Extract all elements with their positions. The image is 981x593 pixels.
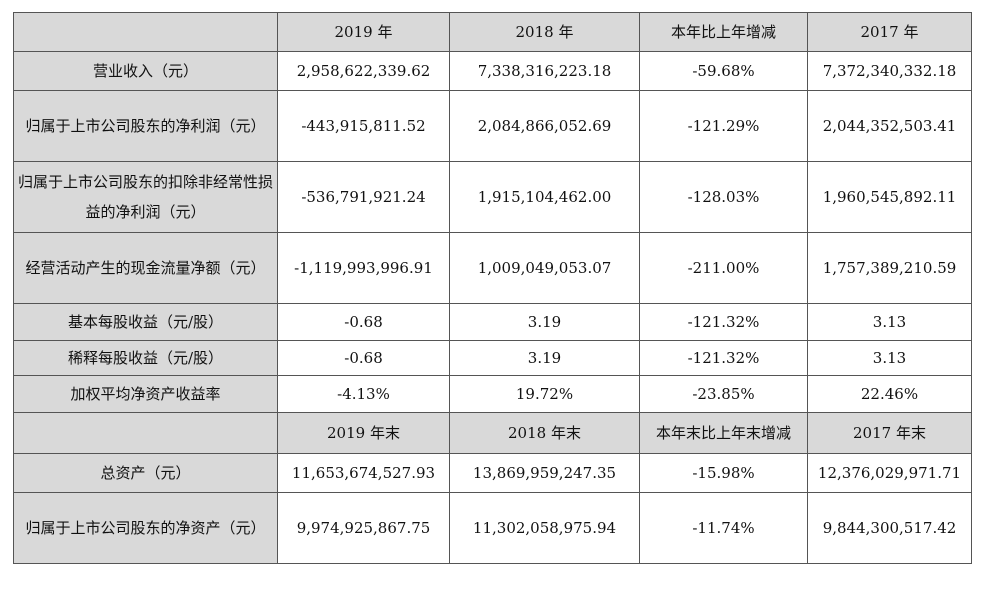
financial-table: 2019 年 2018 年 本年比上年增减 2017 年 营业收入（元） 2,9… (13, 12, 972, 564)
cell-2018: 2,084,866,052.69 (449, 90, 640, 162)
row-label: 经营活动产生的现金流量净额（元） (13, 232, 278, 304)
cell-2019: -536,791,921.24 (277, 161, 450, 233)
table-row: 归属于上市公司股东的净利润（元） -443,915,811.52 2,084,8… (13, 90, 972, 162)
cell-2017: 9,844,300,517.42 (807, 492, 972, 564)
cell-change: -121.32% (639, 340, 808, 376)
cell-2017: 3.13 (807, 340, 972, 376)
table-row: 基本每股收益（元/股） -0.68 3.19 -121.32% 3.13 (13, 303, 972, 341)
financial-summary: 2019 年 2018 年 本年比上年增减 2017 年 营业收入（元） 2,9… (13, 12, 972, 564)
cell-2019: 2,958,622,339.62 (277, 51, 450, 91)
row-label: 归属于上市公司股东的净利润（元） (13, 90, 278, 162)
cell-2018: 3.19 (449, 303, 640, 341)
cell-2018: 11,302,058,975.94 (449, 492, 640, 564)
row-label: 加权平均净资产收益率 (13, 375, 278, 413)
cell-change: -15.98% (639, 453, 808, 493)
row-label: 基本每股收益（元/股） (13, 303, 278, 341)
header-cell-2019-end: 2019 年末 (277, 412, 450, 454)
cell-change: -121.29% (639, 90, 808, 162)
header-cell-2017: 2017 年 (807, 12, 972, 52)
row-label: 归属于上市公司股东的扣除非经常性损益的净利润（元） (13, 161, 278, 233)
cell-change: -121.32% (639, 303, 808, 341)
cell-2017: 22.46% (807, 375, 972, 413)
cell-2019: 11,653,674,527.93 (277, 453, 450, 493)
cell-2017: 2,044,352,503.41 (807, 90, 972, 162)
row-label: 归属于上市公司股东的净资产（元） (13, 492, 278, 564)
cell-2018: 19.72% (449, 375, 640, 413)
cell-2017: 1,960,545,892.11 (807, 161, 972, 233)
cell-change: -59.68% (639, 51, 808, 91)
header-cell-2018: 2018 年 (449, 12, 640, 52)
cell-change: -11.74% (639, 492, 808, 564)
table-row: 营业收入（元） 2,958,622,339.62 7,338,316,223.1… (13, 51, 972, 91)
cell-2019: -1,119,993,996.91 (277, 232, 450, 304)
header-row-year-end: 2019 年末 2018 年末 本年末比上年末增减 2017 年末 (13, 412, 972, 454)
row-label: 稀释每股收益（元/股） (13, 340, 278, 376)
row-label: 总资产（元） (13, 453, 278, 493)
header-cell-blank (13, 12, 278, 52)
table-row: 加权平均净资产收益率 -4.13% 19.72% -23.85% 22.46% (13, 375, 972, 413)
cell-2018: 1,009,049,053.07 (449, 232, 640, 304)
cell-2019: 9,974,925,867.75 (277, 492, 450, 564)
cell-2018: 3.19 (449, 340, 640, 376)
header-cell-2017-end: 2017 年末 (807, 412, 972, 454)
cell-2018: 7,338,316,223.18 (449, 51, 640, 91)
table-row: 经营活动产生的现金流量净额（元） -1,119,993,996.91 1,009… (13, 232, 972, 304)
header-cell-blank (13, 412, 278, 454)
cell-2019: -0.68 (277, 303, 450, 341)
header-cell-change-end: 本年末比上年末增减 (639, 412, 808, 454)
cell-change: -211.00% (639, 232, 808, 304)
cell-2019: -0.68 (277, 340, 450, 376)
header-cell-change: 本年比上年增减 (639, 12, 808, 52)
table-row: 归属于上市公司股东的净资产（元） 9,974,925,867.75 11,302… (13, 492, 972, 564)
cell-2018: 1,915,104,462.00 (449, 161, 640, 233)
header-cell-2019: 2019 年 (277, 12, 450, 52)
table-row: 稀释每股收益（元/股） -0.68 3.19 -121.32% 3.13 (13, 340, 972, 376)
cell-2019: -443,915,811.52 (277, 90, 450, 162)
cell-2019: -4.13% (277, 375, 450, 413)
header-row-annual: 2019 年 2018 年 本年比上年增减 2017 年 (13, 12, 972, 52)
header-cell-2018-end: 2018 年末 (449, 412, 640, 454)
cell-2017: 1,757,389,210.59 (807, 232, 972, 304)
cell-2017: 7,372,340,332.18 (807, 51, 972, 91)
row-label: 营业收入（元） (13, 51, 278, 91)
table-row: 总资产（元） 11,653,674,527.93 13,869,959,247.… (13, 453, 972, 493)
cell-change: -128.03% (639, 161, 808, 233)
table-row: 归属于上市公司股东的扣除非经常性损益的净利润（元） -536,791,921.2… (13, 161, 972, 233)
cell-2017: 3.13 (807, 303, 972, 341)
cell-2018: 13,869,959,247.35 (449, 453, 640, 493)
cell-change: -23.85% (639, 375, 808, 413)
cell-2017: 12,376,029,971.71 (807, 453, 972, 493)
